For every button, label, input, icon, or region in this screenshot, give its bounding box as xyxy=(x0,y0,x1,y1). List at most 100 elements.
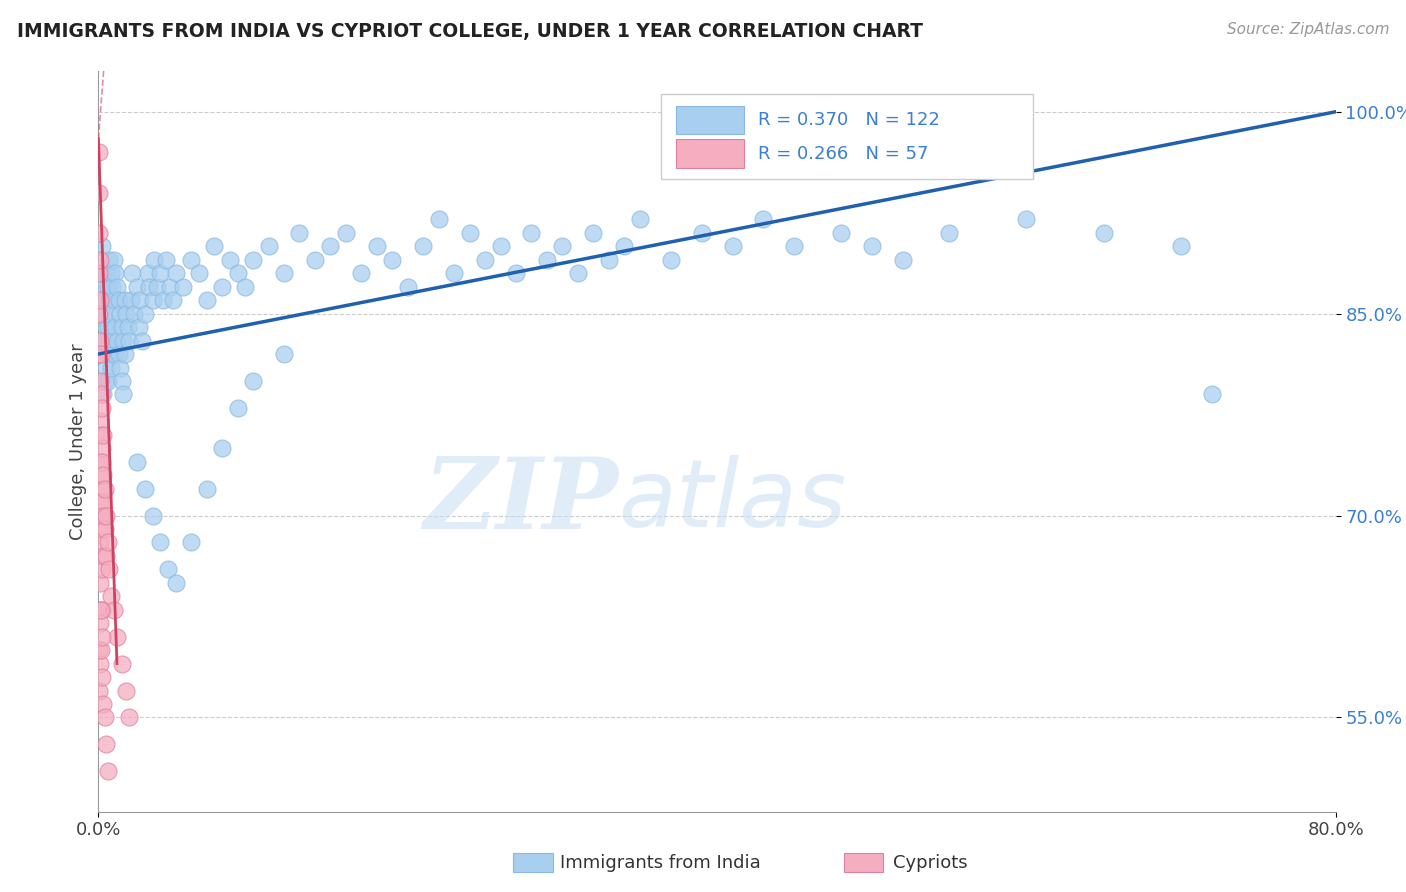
Point xyxy=(101,334,124,348)
Point xyxy=(443,266,465,280)
Point xyxy=(89,266,111,280)
Point xyxy=(105,334,128,348)
Point xyxy=(860,239,883,253)
Point xyxy=(91,266,114,280)
Point xyxy=(89,683,111,698)
Point xyxy=(114,347,136,361)
Point xyxy=(120,293,142,308)
Point xyxy=(90,387,112,401)
Point xyxy=(226,401,249,415)
Point xyxy=(115,307,138,321)
Point xyxy=(90,522,112,536)
Point xyxy=(89,293,111,308)
Point xyxy=(155,252,177,267)
Point xyxy=(90,670,112,684)
Point xyxy=(98,293,121,308)
Point xyxy=(107,293,129,308)
Point xyxy=(118,334,141,348)
Point xyxy=(89,657,111,671)
Point xyxy=(149,535,172,549)
Point xyxy=(89,252,111,267)
Point xyxy=(111,320,132,334)
Point xyxy=(105,630,128,644)
Point xyxy=(165,266,187,280)
Point xyxy=(89,535,111,549)
Point xyxy=(97,320,120,334)
Point xyxy=(90,334,112,348)
Point xyxy=(165,575,187,590)
Point xyxy=(103,347,125,361)
Point xyxy=(93,334,115,348)
Point xyxy=(381,252,404,267)
Point xyxy=(89,145,111,160)
Point xyxy=(89,495,111,509)
Point xyxy=(242,252,264,267)
Point xyxy=(613,239,636,253)
Point xyxy=(103,252,125,267)
Point xyxy=(536,252,558,267)
Point xyxy=(89,374,111,388)
FancyBboxPatch shape xyxy=(661,94,1032,178)
Point xyxy=(97,279,120,293)
Point xyxy=(427,212,450,227)
Point xyxy=(100,307,122,321)
Point xyxy=(90,468,112,483)
Point xyxy=(89,414,111,428)
Point xyxy=(721,239,744,253)
Point xyxy=(520,226,543,240)
Point xyxy=(90,427,112,442)
Point xyxy=(458,226,481,240)
Point xyxy=(90,347,112,361)
Point xyxy=(117,320,139,334)
Point xyxy=(90,630,112,644)
Point xyxy=(127,455,149,469)
Point xyxy=(90,442,112,456)
Point xyxy=(335,226,357,240)
Point xyxy=(93,710,115,724)
Point xyxy=(91,468,114,483)
Point xyxy=(195,293,218,308)
Point xyxy=(474,252,496,267)
Point xyxy=(103,293,125,308)
Point xyxy=(93,482,115,496)
Point xyxy=(505,266,527,280)
Point xyxy=(91,455,114,469)
Point xyxy=(97,535,120,549)
Point xyxy=(628,212,651,227)
Point xyxy=(551,239,574,253)
Point xyxy=(111,374,132,388)
Point xyxy=(180,252,202,267)
Point xyxy=(350,266,373,280)
Text: R = 0.266   N = 57: R = 0.266 N = 57 xyxy=(758,145,928,162)
Point xyxy=(90,239,112,253)
Point xyxy=(219,252,242,267)
Point xyxy=(121,266,143,280)
Point xyxy=(112,387,135,401)
Point xyxy=(211,442,233,456)
Point xyxy=(304,252,326,267)
Y-axis label: College, Under 1 year: College, Under 1 year xyxy=(69,343,87,540)
Point xyxy=(319,239,342,253)
Text: atlas: atlas xyxy=(619,455,846,546)
Point xyxy=(101,279,124,293)
FancyBboxPatch shape xyxy=(676,106,744,135)
Point xyxy=(396,279,419,293)
Point xyxy=(100,590,122,604)
Point xyxy=(89,643,111,657)
Point xyxy=(273,347,295,361)
Point xyxy=(141,293,165,308)
Point xyxy=(96,266,118,280)
Point xyxy=(89,226,111,240)
Point xyxy=(89,347,111,361)
Point xyxy=(91,387,114,401)
Point xyxy=(162,293,184,308)
Point xyxy=(96,320,118,334)
Point xyxy=(659,252,682,267)
Point xyxy=(108,360,131,375)
Point xyxy=(122,307,145,321)
FancyBboxPatch shape xyxy=(676,139,744,168)
Point xyxy=(89,575,111,590)
Text: R = 0.370   N = 122: R = 0.370 N = 122 xyxy=(758,112,939,129)
Point xyxy=(90,401,112,415)
Point xyxy=(98,347,121,361)
